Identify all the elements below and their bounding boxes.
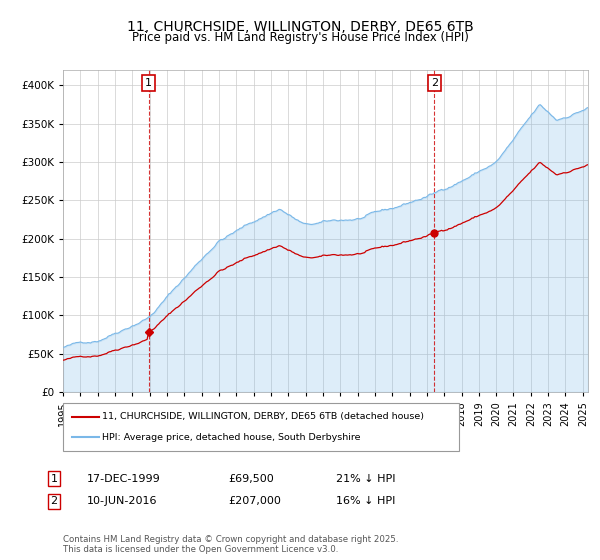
Text: 1: 1 xyxy=(50,474,58,484)
Text: Price paid vs. HM Land Registry's House Price Index (HPI): Price paid vs. HM Land Registry's House … xyxy=(131,31,469,44)
Text: 1: 1 xyxy=(145,78,152,88)
Text: 10-JUN-2016: 10-JUN-2016 xyxy=(87,496,157,506)
Text: £207,000: £207,000 xyxy=(228,496,281,506)
Text: 11, CHURCHSIDE, WILLINGTON, DERBY, DE65 6TB (detached house): 11, CHURCHSIDE, WILLINGTON, DERBY, DE65 … xyxy=(102,412,424,421)
Text: 17-DEC-1999: 17-DEC-1999 xyxy=(87,474,161,484)
Text: 16% ↓ HPI: 16% ↓ HPI xyxy=(336,496,395,506)
Text: Contains HM Land Registry data © Crown copyright and database right 2025.
This d: Contains HM Land Registry data © Crown c… xyxy=(63,535,398,554)
Text: 11, CHURCHSIDE, WILLINGTON, DERBY, DE65 6TB: 11, CHURCHSIDE, WILLINGTON, DERBY, DE65 … xyxy=(127,20,473,34)
Text: HPI: Average price, detached house, South Derbyshire: HPI: Average price, detached house, Sout… xyxy=(102,433,361,442)
Text: 21% ↓ HPI: 21% ↓ HPI xyxy=(336,474,395,484)
Text: 2: 2 xyxy=(431,78,438,88)
Text: 2: 2 xyxy=(50,496,58,506)
Text: £69,500: £69,500 xyxy=(228,474,274,484)
